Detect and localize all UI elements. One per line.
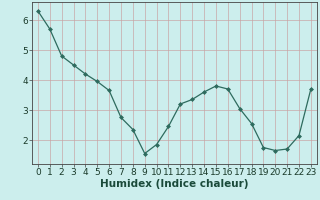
X-axis label: Humidex (Indice chaleur): Humidex (Indice chaleur) — [100, 179, 249, 189]
